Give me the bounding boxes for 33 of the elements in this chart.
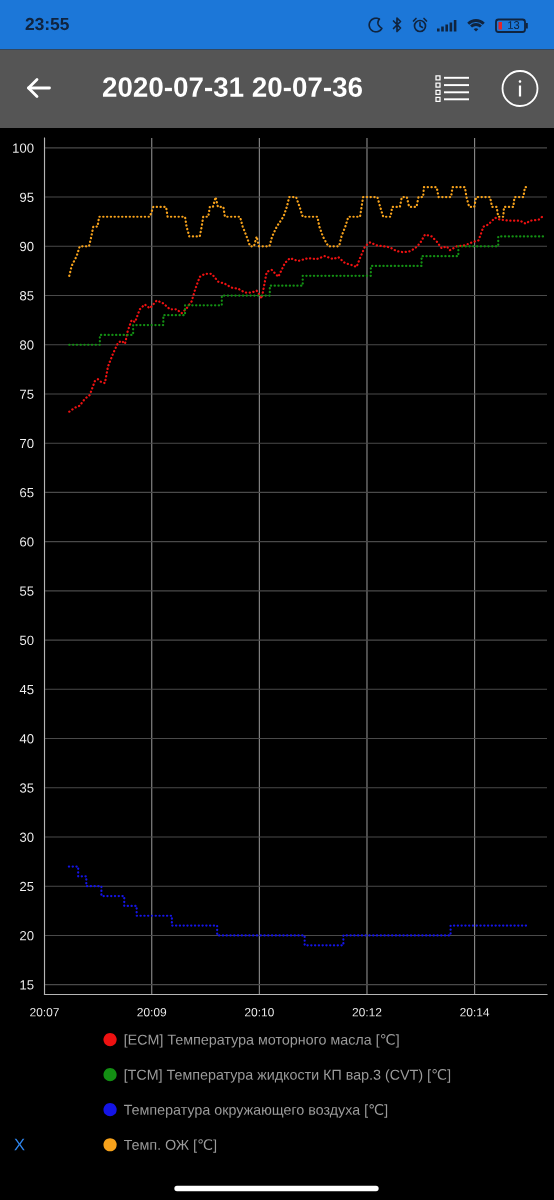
y-tick-label: 80 — [19, 340, 34, 350]
chart-title: 2020-07-31 20-07-36 — [102, 77, 362, 97]
y-tick-label: 45 — [19, 685, 34, 695]
legend-label: Темп. ОЖ [℃] — [123, 1139, 217, 1153]
line-series — [68, 214, 545, 413]
legend-label: [ECM] Температура моторного масла [℃] — [124, 1034, 399, 1048]
y-tick-label: 15 — [20, 980, 34, 990]
x-tick-label: 20:14 — [460, 1008, 490, 1017]
text: 23:55 — [25, 17, 69, 31]
y-tick-label: 75 — [20, 389, 34, 399]
legend-label: Температура окружающего воздуха [℃] — [123, 1104, 388, 1118]
y-tick-label: 60 — [20, 537, 34, 547]
legend-label: [TCM] Температура жидкости КП вар.3 (CVT) [℃] — [124, 1069, 451, 1083]
y-tick-label: 85 — [19, 291, 34, 301]
x-tick-label: 20:10 — [245, 1008, 274, 1017]
line-series — [68, 186, 529, 277]
y-tick-label: 65 — [20, 487, 34, 498]
y-tick-label: 70 — [20, 438, 34, 449]
y-tick-label: 55 — [19, 586, 34, 596]
y-tick-label: 30 — [19, 832, 34, 842]
y-tick-label: 50 — [19, 635, 34, 645]
y-tick-label: 40 — [19, 734, 34, 744]
x-tick-label: 20:07 — [30, 1008, 59, 1017]
y-tick-label: 100 — [13, 143, 34, 153]
x-tick-label: 20:12 — [352, 1008, 382, 1017]
y-tick-label: 35 — [19, 783, 34, 793]
text: X — [14, 1138, 25, 1151]
text: 13 — [508, 21, 520, 29]
y-tick-label: 95 — [20, 192, 34, 202]
x-tick-label: 20:09 — [137, 1008, 167, 1017]
y-tick-label: 20 — [20, 931, 34, 941]
y-tick-label: 90 — [20, 241, 34, 252]
y-tick-label: 25 — [20, 881, 34, 892]
